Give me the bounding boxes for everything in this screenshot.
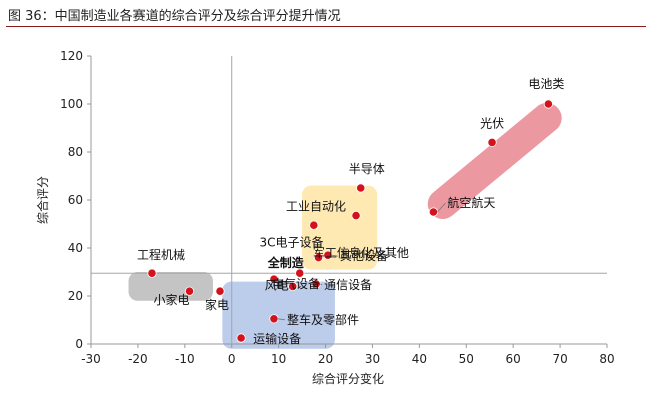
data-point bbox=[269, 274, 279, 284]
data-point bbox=[184, 286, 195, 296]
data-point bbox=[295, 268, 305, 278]
x-tick-label: 20 bbox=[318, 352, 333, 366]
y-tick-label: 60 bbox=[68, 193, 83, 207]
highlight-regions bbox=[128, 103, 562, 349]
data-point bbox=[351, 211, 361, 221]
x-axis-label: 综合评分变化 bbox=[312, 371, 384, 386]
region-band bbox=[222, 281, 335, 349]
x-tick-label: 70 bbox=[552, 352, 567, 366]
label-leader-line bbox=[277, 318, 286, 321]
point-label: 整车及零部件 bbox=[287, 312, 359, 327]
data-point bbox=[269, 314, 279, 324]
region-band bbox=[302, 185, 378, 270]
y-tick-label: 20 bbox=[68, 289, 83, 303]
data-point bbox=[309, 220, 319, 230]
x-tick-labels: -30 -20 -10 0 10 20 30 40 50 60 70 80 bbox=[81, 344, 615, 366]
x-tick-label: 60 bbox=[506, 352, 521, 366]
point-label: 电气设备 bbox=[272, 276, 320, 291]
point-label: 通信设备 bbox=[324, 278, 372, 292]
y-tick-label: 120 bbox=[60, 49, 83, 63]
y-tick-label: 100 bbox=[60, 97, 83, 111]
point-label: 家电 bbox=[205, 297, 229, 312]
y-tick-label: 80 bbox=[68, 145, 83, 159]
point-label: 光伏 bbox=[480, 116, 504, 130]
x-tick-label: 10 bbox=[271, 352, 286, 366]
data-point bbox=[543, 99, 553, 109]
data-point bbox=[236, 333, 246, 343]
point-label: 3C电子设备 bbox=[259, 236, 323, 250]
reference-lines bbox=[91, 56, 607, 344]
data-point bbox=[428, 207, 439, 217]
y-axis-label: 综合评分 bbox=[35, 176, 50, 224]
data-point bbox=[356, 183, 366, 193]
point-label: 航空航天 bbox=[447, 195, 495, 210]
point-label: 全制造 bbox=[267, 255, 305, 270]
x-tick-label: 80 bbox=[599, 352, 614, 366]
x-tick-label: -30 bbox=[81, 352, 101, 366]
point-label: 军工信息化及其他 bbox=[313, 245, 409, 260]
point-label: 风电 bbox=[265, 278, 289, 292]
point-label: 工程机械 bbox=[137, 247, 185, 262]
point-label: 运输设备 bbox=[253, 331, 301, 346]
x-tick-label: -10 bbox=[175, 352, 195, 366]
title-rule bbox=[6, 26, 646, 27]
label-leader-line bbox=[319, 283, 323, 286]
region-band bbox=[427, 103, 562, 219]
x-tick-label: 40 bbox=[412, 352, 427, 366]
x-tick-label: -20 bbox=[128, 352, 148, 366]
point-label: 小家电 bbox=[154, 292, 190, 307]
y-tick-label: 40 bbox=[68, 241, 83, 255]
label-leader-line bbox=[437, 202, 446, 213]
x-tick-label: 0 bbox=[228, 352, 236, 366]
point-label: 工业自动化 bbox=[286, 200, 346, 214]
x-tick-label: 30 bbox=[365, 352, 380, 366]
y-tick-labels: 0 20 40 60 80 100 120 bbox=[60, 49, 91, 351]
point-label: 半导体 bbox=[349, 162, 385, 176]
point-label: 电池类 bbox=[528, 77, 564, 91]
figure-title: 图 36：中国制造业各赛道的综合评分及综合评分提升情况 bbox=[8, 9, 341, 24]
data-point bbox=[487, 137, 497, 147]
data-point bbox=[288, 281, 298, 291]
y-tick-label: 0 bbox=[75, 337, 83, 351]
data-point bbox=[215, 286, 225, 296]
label-leader-line bbox=[331, 254, 338, 257]
data-point bbox=[147, 268, 157, 278]
data-point bbox=[313, 253, 324, 263]
x-tick-label: 50 bbox=[459, 352, 474, 366]
point-label: 其他设备 bbox=[340, 249, 388, 263]
data-points bbox=[147, 99, 553, 343]
